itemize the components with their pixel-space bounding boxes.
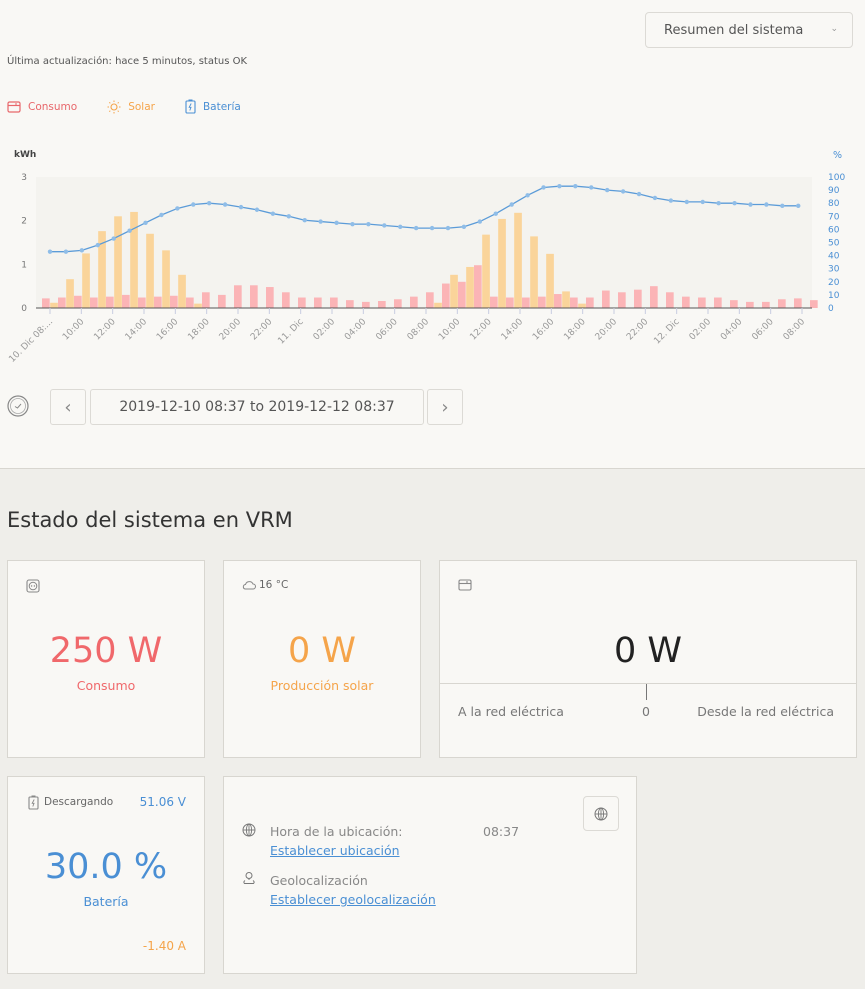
status-section-title: Estado del sistema en VRM xyxy=(7,508,293,532)
svg-text:16:00: 16:00 xyxy=(531,317,557,343)
location-time-value: 08:37 xyxy=(483,824,520,839)
svg-text:0: 0 xyxy=(828,304,834,314)
globe-icon xyxy=(594,807,608,820)
battery-card: Descargando 51.06 V 30.0 % Batería -1.40… xyxy=(7,776,205,974)
svg-text:02:00: 02:00 xyxy=(312,317,338,343)
svg-text:30: 30 xyxy=(828,265,840,275)
location-card: Hora de la ubicación: 08:37 Establecer u… xyxy=(223,776,637,974)
svg-text:12:00: 12:00 xyxy=(92,317,118,343)
last-update-text: Última actualización: hace 5 minutos, st… xyxy=(7,56,248,67)
chart-panel: Resumen del sistema ⌄ Última actualizaci… xyxy=(0,0,865,469)
map-pin-icon xyxy=(243,872,255,884)
svg-text:08:00: 08:00 xyxy=(782,317,808,343)
grid-card: 0 W A la red eléctrica 0 Desde la red el… xyxy=(439,560,857,758)
grid-icon xyxy=(7,100,21,113)
grid-icon xyxy=(458,579,472,591)
svg-text:2: 2 xyxy=(21,217,27,227)
geolocation-label: Geolocalización xyxy=(270,873,368,888)
svg-text:20: 20 xyxy=(828,278,840,288)
svg-text:10: 10 xyxy=(828,291,840,301)
next-range-button[interactable]: › xyxy=(427,389,463,425)
grid-value: 0 W xyxy=(613,631,682,671)
grid-divider xyxy=(440,683,856,684)
globe-icon xyxy=(242,823,256,837)
svg-text:70: 70 xyxy=(828,212,840,222)
chevron-right-icon: › xyxy=(441,396,449,418)
solar-value: 0 W xyxy=(287,631,356,671)
svg-text:50: 50 xyxy=(828,239,840,249)
svg-text:04:00: 04:00 xyxy=(343,317,369,343)
y-axis-label-right: % xyxy=(833,150,843,161)
cloud-icon xyxy=(242,581,256,590)
clock-icon[interactable] xyxy=(7,395,29,417)
consumption-label: Consumo xyxy=(76,678,136,693)
svg-text:06:00: 06:00 xyxy=(750,317,776,343)
battery-icon xyxy=(185,99,196,114)
svg-text:08:00: 08:00 xyxy=(406,317,432,343)
to-grid-label: A la red eléctrica xyxy=(458,704,564,719)
svg-text:60: 60 xyxy=(828,225,840,235)
svg-text:100: 100 xyxy=(828,173,845,183)
svg-text:04:00: 04:00 xyxy=(719,317,745,343)
consumption-card: 250 W Consumo xyxy=(7,560,205,758)
chevron-down-icon: ⌄ xyxy=(830,24,838,34)
legend-solar[interactable]: Solar xyxy=(107,99,155,114)
grid-center-value: 0 xyxy=(642,704,650,719)
set-geolocation-link[interactable]: Establecer geolocalización xyxy=(270,892,436,907)
battery-current: -1.40 A xyxy=(142,939,186,953)
view-select[interactable]: Resumen del sistema ⌄ xyxy=(645,12,853,48)
svg-text:80: 80 xyxy=(828,199,840,209)
svg-text:12. Dic: 12. Dic xyxy=(652,317,681,346)
svg-text:02:00: 02:00 xyxy=(688,317,714,343)
svg-text:40: 40 xyxy=(828,252,840,262)
battery-label: Batería xyxy=(83,894,129,909)
svg-text:16:00: 16:00 xyxy=(155,317,181,343)
prev-range-button[interactable]: ‹ xyxy=(50,389,86,425)
svg-text:18:00: 18:00 xyxy=(186,317,212,343)
svg-text:10:00: 10:00 xyxy=(61,317,87,343)
svg-text:90: 90 xyxy=(828,186,840,196)
solar-label: Producción solar xyxy=(270,678,374,693)
battery-icon xyxy=(28,795,39,810)
socket-icon xyxy=(26,579,40,593)
consumption-value: 250 W xyxy=(49,631,163,671)
svg-text:10:00: 10:00 xyxy=(437,317,463,343)
date-range-picker[interactable]: 2019-12-10 08:37 to 2019-12-12 08:37 xyxy=(90,389,424,425)
svg-text:3: 3 xyxy=(21,173,27,183)
chevron-left-icon: ‹ xyxy=(64,396,72,418)
svg-text:11. Dic: 11. Dic xyxy=(276,317,305,346)
chart-legend: Consumo Solar Batería xyxy=(7,99,271,114)
battery-voltage: 51.06 V xyxy=(139,795,186,809)
svg-text:18:00: 18:00 xyxy=(562,317,588,343)
svg-text:10. Dic 08:...: 10. Dic 08:... xyxy=(7,317,55,365)
solar-card: 16 °C 0 W Producción solar xyxy=(223,560,421,758)
sun-icon xyxy=(107,100,121,113)
svg-text:20:00: 20:00 xyxy=(594,317,620,343)
set-location-link[interactable]: Establecer ubicación xyxy=(270,843,400,858)
view-select-label: Resumen del sistema xyxy=(664,23,804,38)
legend-bateria[interactable]: Batería xyxy=(185,99,241,114)
grid-gauge-marker xyxy=(646,684,647,700)
svg-text:14:00: 14:00 xyxy=(124,317,150,343)
svg-text:1: 1 xyxy=(21,260,27,270)
svg-text:0: 0 xyxy=(21,304,27,314)
y-axis-label-left: kWh xyxy=(14,150,37,160)
temperature: 16 °C xyxy=(259,579,289,591)
svg-text:06:00: 06:00 xyxy=(374,317,400,343)
legend-consumo[interactable]: Consumo xyxy=(7,99,77,114)
from-grid-label: Desde la red eléctrica xyxy=(697,704,834,719)
location-button[interactable] xyxy=(583,796,619,831)
svg-text:14:00: 14:00 xyxy=(500,317,526,343)
svg-text:22:00: 22:00 xyxy=(625,317,651,343)
location-time-label: Hora de la ubicación: xyxy=(270,824,403,839)
svg-text:20:00: 20:00 xyxy=(218,317,244,343)
svg-text:12:00: 12:00 xyxy=(468,317,494,343)
battery-soc: 30.0 % xyxy=(44,847,168,887)
battery-state: Descargando xyxy=(44,796,114,808)
svg-text:22:00: 22:00 xyxy=(249,317,275,343)
